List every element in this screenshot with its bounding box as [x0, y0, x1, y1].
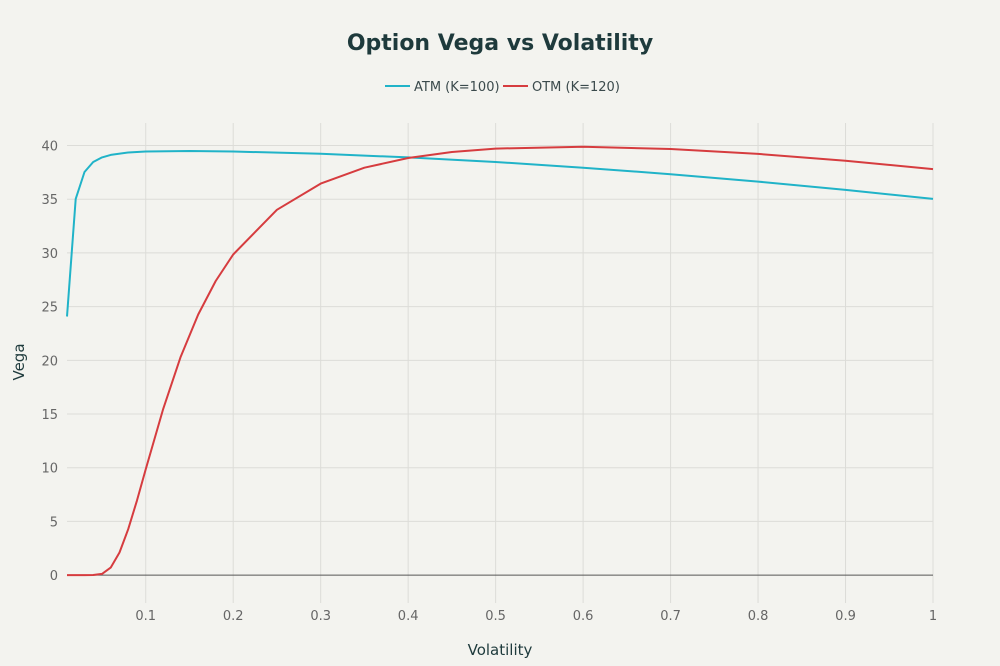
legend-label-atm[interactable]: ATM (K=100): [414, 80, 500, 95]
y-tick-label: 20: [41, 354, 58, 369]
y-tick-label: 35: [41, 193, 58, 208]
x-tick-label: 0.4: [398, 609, 419, 624]
x-tick-label: 1: [929, 609, 937, 624]
x-tick-label: 0.2: [223, 609, 244, 624]
y-tick-label: 10: [41, 462, 58, 477]
x-tick-label: 0.7: [660, 609, 681, 624]
x-tick-label: 0.6: [573, 609, 594, 624]
series-lines: [66, 145, 934, 577]
y-tick-label: 0: [50, 569, 58, 584]
y-tick-label: 25: [41, 301, 58, 316]
y-tick-label: 30: [41, 247, 58, 262]
tick-labels: 0.1 0.2 0.3 0.4 0.5 0.6 0.7 0.8 0.9 1051015202530…: [41, 140, 937, 624]
legend: ATM (K=100) OTM (K=120): [385, 80, 620, 95]
y-tick-label: 5: [50, 515, 58, 530]
x-axis-label: Volatility: [468, 641, 533, 659]
grid: [67, 123, 934, 603]
x-tick-label: 0.5: [485, 609, 506, 624]
legend-label-otm[interactable]: OTM (K=120): [532, 80, 620, 95]
x-tick-label: 0.1: [135, 609, 156, 624]
series-line-atm: [66, 150, 934, 317]
y-axis-label: Vega: [10, 343, 28, 380]
x-tick-label: 0.8: [748, 609, 769, 624]
x-tick-label: 0.9: [835, 609, 856, 624]
x-tick-label: 0.3: [310, 609, 331, 624]
y-tick-label: 40: [41, 140, 58, 155]
chart-title: Option Vega vs Volatility: [347, 31, 653, 56]
series-line-otm: [67, 145, 934, 577]
y-tick-label: 15: [41, 408, 58, 423]
